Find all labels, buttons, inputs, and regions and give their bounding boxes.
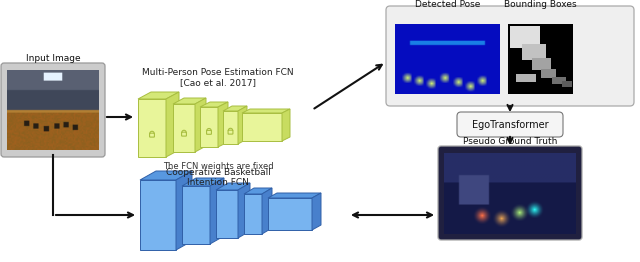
Text: Multi-Person Pose Estimation FCN
[Cao et al. 2017]: Multi-Person Pose Estimation FCN [Cao et… — [142, 68, 294, 87]
FancyBboxPatch shape — [1, 63, 105, 157]
Polygon shape — [268, 193, 321, 198]
Polygon shape — [173, 104, 195, 152]
Polygon shape — [182, 178, 224, 186]
Bar — [522, 44, 546, 60]
Polygon shape — [140, 180, 176, 250]
Bar — [516, 74, 536, 82]
Polygon shape — [200, 107, 218, 147]
Polygon shape — [238, 183, 250, 238]
Polygon shape — [242, 109, 290, 113]
Polygon shape — [140, 171, 192, 180]
Polygon shape — [182, 186, 210, 244]
Text: Cooperative Basketball
Intention FCN: Cooperative Basketball Intention FCN — [166, 168, 271, 187]
Polygon shape — [173, 98, 206, 104]
FancyBboxPatch shape — [438, 146, 582, 240]
Bar — [510, 26, 540, 48]
Polygon shape — [312, 193, 321, 230]
Polygon shape — [223, 111, 238, 144]
Text: Bounding Boxes: Bounding Boxes — [504, 0, 576, 9]
Text: The FCN weights are fixed: The FCN weights are fixed — [163, 162, 273, 171]
Polygon shape — [195, 98, 206, 152]
Polygon shape — [200, 102, 228, 107]
Bar — [541, 69, 556, 78]
FancyBboxPatch shape — [457, 112, 563, 137]
Polygon shape — [138, 92, 179, 99]
Bar — [562, 81, 572, 87]
Polygon shape — [244, 194, 262, 234]
Text: Pseudo Ground Truth: Pseudo Ground Truth — [463, 137, 557, 146]
Text: Input Image: Input Image — [26, 54, 80, 63]
Polygon shape — [268, 198, 312, 230]
Polygon shape — [166, 92, 179, 157]
Bar — [532, 58, 551, 70]
Polygon shape — [176, 171, 192, 250]
Polygon shape — [223, 106, 247, 111]
Polygon shape — [210, 178, 224, 244]
FancyBboxPatch shape — [386, 6, 634, 106]
Polygon shape — [216, 183, 250, 190]
Polygon shape — [238, 106, 247, 144]
Polygon shape — [218, 102, 228, 147]
Bar — [552, 77, 566, 84]
Polygon shape — [138, 99, 166, 157]
Text: EgoTransformer: EgoTransformer — [472, 119, 548, 129]
Polygon shape — [262, 188, 272, 234]
Text: Detected Pose: Detected Pose — [415, 0, 480, 9]
Polygon shape — [216, 190, 238, 238]
Polygon shape — [244, 188, 272, 194]
Polygon shape — [242, 113, 282, 141]
Polygon shape — [282, 109, 290, 141]
